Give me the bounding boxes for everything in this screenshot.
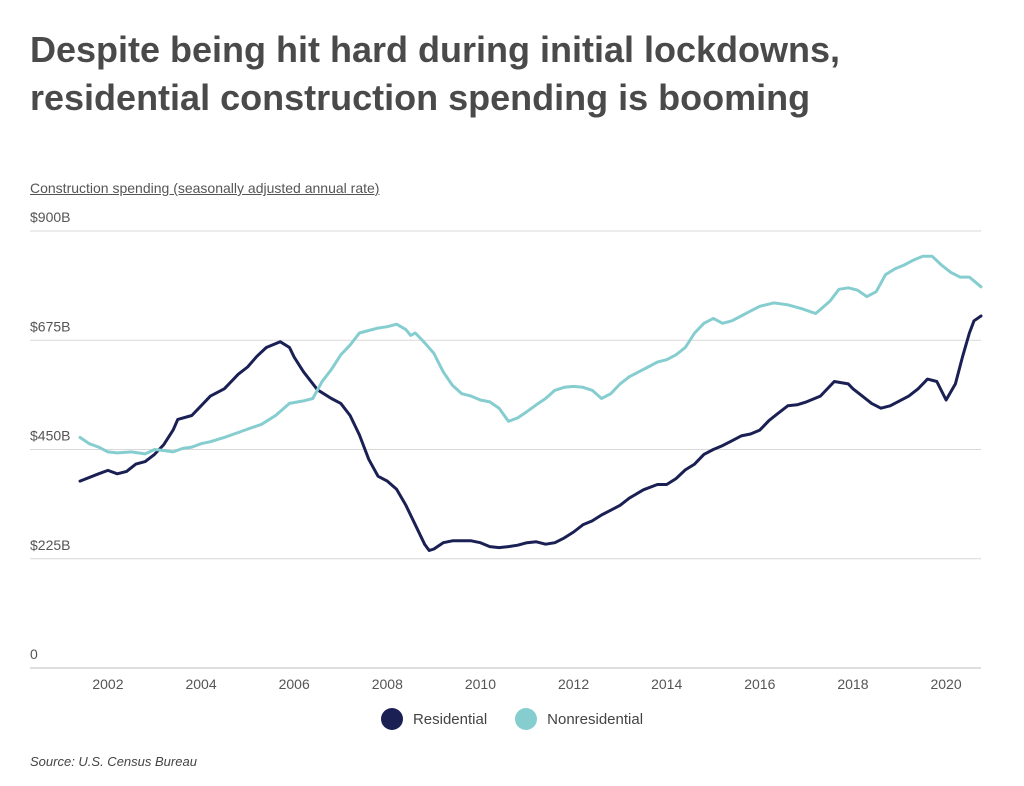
chart-subtitle: Construction spending (seasonally adjust… (30, 180, 380, 196)
legend-label-residential: Residential (412, 710, 488, 728)
x-tick-label: 2020 (930, 676, 961, 692)
x-tick-label: 2016 (744, 676, 775, 692)
series-line-residential (78, 314, 983, 552)
y-tick-label: $450B (30, 428, 70, 444)
x-tick-label: 2010 (465, 676, 496, 692)
y-tick-label: $900B (30, 209, 70, 225)
legend-item-nonresidential: Nonresidential (515, 708, 643, 730)
legend-label-nonresidential: Nonresidential (547, 710, 644, 728)
legend-swatch-residential (380, 708, 403, 730)
x-axis-ticks: 2002 2004 2006 2008 2010 2012 2014 2016 2018 2020 (92, 676, 961, 692)
y-tick-label: $675B (30, 318, 70, 334)
legend: Residential Nonresidential (0, 708, 1024, 730)
x-tick-label: 2012 (558, 676, 589, 692)
y-axis-ticks: 0 $225B $450B $675B $900B (30, 209, 70, 662)
legend-swatch-nonresidential (515, 708, 538, 730)
x-tick-label: 2006 (279, 676, 310, 692)
y-tick-label: 0 (30, 646, 38, 662)
line-chart: 0$225B$450B$675B$900B 2002 2004 2006 2008 20… (30, 209, 983, 692)
x-tick-label: 2008 (372, 676, 403, 692)
x-tick-label: 2014 (651, 676, 682, 692)
legend-item-residential: Residential (380, 708, 488, 730)
x-tick-label: 2018 (837, 676, 868, 692)
grid-lines (30, 230, 981, 669)
series-line-nonresidential (78, 254, 983, 456)
x-tick-label: 2002 (92, 676, 123, 692)
x-tick-label: 2004 (185, 676, 216, 692)
series-lines (78, 254, 983, 552)
y-tick-label: $225B (30, 537, 70, 553)
chart-title: Despite being hit hard during initial lo… (30, 29, 841, 118)
source-note: Source: U.S. Census Bureau (30, 754, 197, 769)
